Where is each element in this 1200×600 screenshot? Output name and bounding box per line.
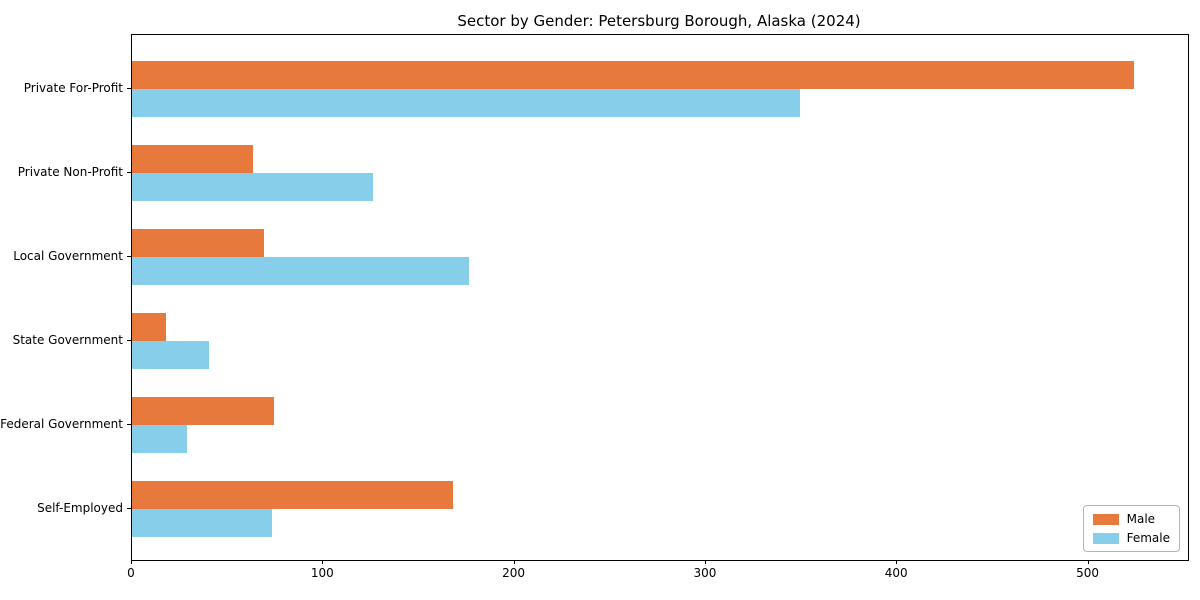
y-axis-label: Private For-Profit xyxy=(23,81,123,95)
y-axis-label: Local Government xyxy=(13,249,123,263)
x-tick-mark xyxy=(513,560,515,564)
x-axis-tick-label: 400 xyxy=(884,566,908,580)
bar-male-1 xyxy=(132,61,1135,89)
x-axis-tick-label: 0 xyxy=(127,566,135,580)
x-tick-mark xyxy=(131,560,132,564)
bar-male-6 xyxy=(132,481,454,509)
bar-female-3 xyxy=(132,257,469,285)
plot-area: Male Female xyxy=(131,34,1189,561)
bar-female-2 xyxy=(132,173,374,201)
legend-swatch-male xyxy=(1092,513,1119,525)
y-axis-label: Federal Government xyxy=(0,417,123,431)
x-axis-tick-label: 100 xyxy=(310,566,334,580)
bar-female-4 xyxy=(132,341,209,369)
y-axis-label: Self-Employed xyxy=(37,501,123,515)
y-tick-mark xyxy=(127,88,131,89)
bar-male-4 xyxy=(132,313,167,341)
legend-item-male: Male xyxy=(1092,512,1170,526)
y-axis-label: State Government xyxy=(12,333,123,347)
y-axis-label: Private Non-Profit xyxy=(17,165,123,179)
chart-title: Sector by Gender: Petersburg Borough, Al… xyxy=(457,12,861,30)
legend: Male Female xyxy=(1082,505,1180,552)
x-axis-tick-label: 300 xyxy=(693,566,717,580)
bar-male-5 xyxy=(132,397,274,425)
x-tick-mark xyxy=(1087,560,1089,564)
x-tick-mark xyxy=(704,560,706,564)
bar-male-3 xyxy=(132,229,264,257)
x-axis-tick-label: 200 xyxy=(502,566,526,580)
y-tick-mark xyxy=(127,340,131,341)
bar-male-2 xyxy=(132,145,253,173)
x-tick-mark xyxy=(896,560,898,564)
y-tick-mark xyxy=(127,424,131,425)
x-axis-tick-label: 500 xyxy=(1076,566,1099,580)
y-tick-mark xyxy=(127,508,131,509)
legend-swatch-female xyxy=(1092,532,1119,544)
bar-female-1 xyxy=(132,89,800,117)
bar-female-5 xyxy=(132,425,188,453)
y-tick-mark xyxy=(127,256,131,257)
x-tick-mark xyxy=(322,560,324,564)
bar-female-6 xyxy=(132,509,272,537)
legend-item-female: Female xyxy=(1092,531,1170,545)
legend-label: Male xyxy=(1126,512,1156,526)
y-tick-mark xyxy=(127,172,131,173)
legend-label: Female xyxy=(1126,531,1170,545)
